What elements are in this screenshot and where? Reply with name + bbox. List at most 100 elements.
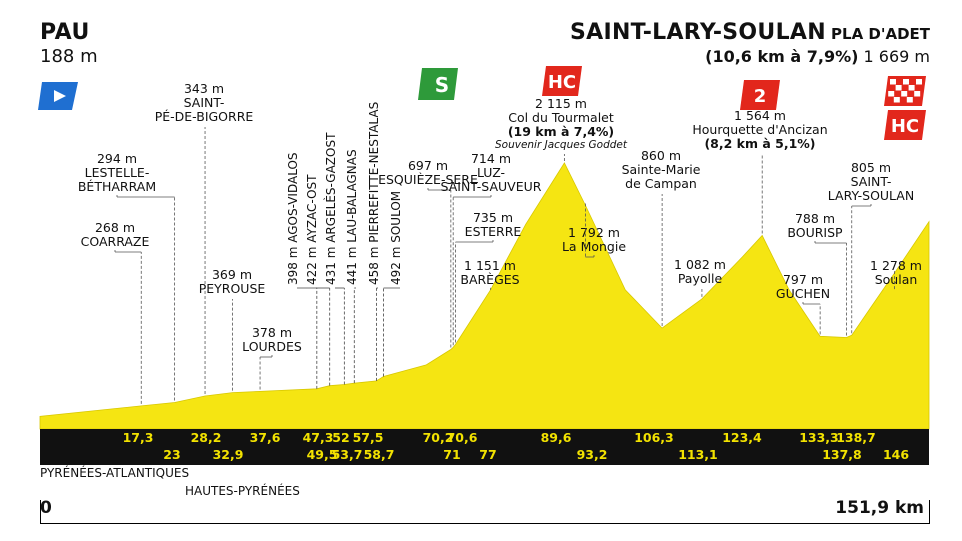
km-label: 70,2 (423, 430, 454, 445)
km-label: 52 (332, 430, 349, 445)
landmark-name: LOURDES (242, 339, 302, 354)
checker-square (895, 85, 902, 91)
landmark-label: 492 m SOULOM (389, 191, 403, 285)
km-label: 23 (163, 447, 180, 462)
finish-climb: (10,6 km à 7,9%) (705, 47, 859, 66)
checker-square (906, 97, 913, 103)
landmark-name: Sainte-Marie (622, 162, 701, 177)
landmark-altitude: 1 151 m (464, 258, 516, 273)
landmark-altitude: 797 m (783, 272, 823, 287)
climb-stats: (8,2 km à 5,1%) (704, 136, 815, 151)
start-altitude: 188 m (40, 46, 98, 67)
finish-block: SAINT-LARY-SOULAN PLA D'ADET (10,6 km à … (570, 20, 930, 66)
km-label: 137,8 (822, 447, 862, 462)
km-label: 113,1 (678, 447, 718, 462)
landmark-altitude: 294 m (97, 151, 137, 166)
km-label: 70,6 (447, 430, 478, 445)
landmark-name: BÉTHARRAM (78, 179, 156, 194)
landmark-name: GUCHEN (776, 286, 830, 301)
km-label: 58,7 (364, 447, 395, 462)
start-town: PAU (40, 20, 90, 45)
landmark-altitude: 1 082 m (674, 257, 726, 272)
km-label: 146 (883, 447, 909, 462)
finish-suffix: PLA D'ADET (831, 25, 930, 43)
km-label: 77 (479, 447, 496, 462)
km-label: 17,3 (123, 430, 154, 445)
sprint-badge-label: S (435, 73, 449, 97)
checker-square (916, 79, 922, 85)
landmark-name: SAINT-SAUVEUR (441, 179, 542, 194)
km-label: 71 (443, 447, 460, 462)
km-start: 0 (40, 498, 52, 518)
checker-square (901, 91, 908, 97)
landmark-name: ESQUIÈZE-SERE (378, 172, 478, 187)
landmark-name: Payolle (678, 271, 723, 286)
hc-badge-label: HC (548, 72, 576, 93)
km-label: 138,7 (836, 430, 876, 445)
landmark-label: 441 m LAU-BALAGNAS (345, 149, 359, 285)
start-arrow-icon (54, 90, 66, 102)
landmark-altitude: 343 m (184, 81, 224, 96)
km-label: 123,4 (722, 430, 762, 445)
finish-title: SAINT-LARY-SOULAN PLA D'ADET (570, 20, 930, 45)
landmark-altitude: 1 278 m (870, 258, 922, 273)
landmark-altitude: 2 115 m (535, 96, 587, 111)
finish-hc-badge-label: HC (891, 116, 919, 137)
landmark-name: COARRAZE (81, 234, 150, 249)
km-label: 106,3 (634, 430, 674, 445)
landmark-altitude: 369 m (212, 267, 252, 282)
landmark-name: de Campan (625, 176, 697, 191)
landmark-label: 458 m PIERREFITTE-NESTALAS (367, 102, 381, 285)
km-label: 32,9 (213, 447, 244, 462)
km-end: 151,9 km (835, 498, 924, 518)
landmark-name: PÉ-DE-BIGORRE (155, 109, 254, 124)
km-label: 49,5 (307, 447, 338, 462)
landmark-label: 398 m AGOS-VIDALOS (286, 152, 300, 285)
landmark-altitude: 697 m (408, 158, 448, 173)
landmark-altitude: 378 m (252, 325, 292, 340)
frame-tick-left (40, 500, 41, 523)
landmark-label: 431 m ARGELÈS-GAZOST (323, 132, 338, 285)
landmark-name: ESTERRE (465, 224, 522, 239)
region-label: HAUTES-PYRÉNÉES (185, 484, 300, 498)
landmark-label: 422 m AYZAC-OST (305, 174, 319, 285)
landmark-name: SAINT- (851, 174, 892, 189)
landmark-altitude: 1 564 m (734, 108, 786, 123)
checker-square (890, 79, 896, 85)
landmark-altitude: 805 m (851, 160, 891, 175)
km-label: 93,2 (577, 447, 608, 462)
baseline-rule (40, 523, 930, 524)
climb-stats: (19 km à 7,4%) (508, 124, 614, 139)
km-label: 47,3 (303, 430, 334, 445)
finish-subtitle: (10,6 km à 7,9%) 1 669 m (570, 47, 930, 66)
landmark-altitude: 268 m (95, 220, 135, 235)
landmark-altitude: 788 m (795, 211, 835, 226)
landmark-name: LESTELLE- (85, 165, 150, 180)
cat2-badge-label: 2 (754, 86, 767, 107)
landmark-name: BARÈGES (460, 272, 519, 287)
sprint-badge-icon (418, 68, 458, 100)
checker-square (903, 79, 909, 85)
landmark-name: BOURISP (787, 225, 843, 240)
landmark-name: SAINT- (184, 95, 225, 110)
landmark-name: La Mongie (562, 239, 626, 254)
hc-badge-icon (542, 66, 582, 96)
finish-hc-badge-icon (884, 110, 926, 140)
landmark-name: Hourquette d'Ancizan (692, 122, 827, 137)
climb-note: Souvenir Jacques Goddet (495, 139, 628, 151)
km-label: 28,2 (191, 430, 222, 445)
finish-altitude: 1 669 m (863, 47, 930, 66)
region-label: PYRÉNÉES-ATLANTIQUES (40, 466, 190, 480)
landmark-altitude: 1 792 m (568, 225, 620, 240)
frame-tick-right (929, 500, 930, 523)
checker-square (914, 91, 921, 97)
landmark-name: LARY-SOULAN (828, 188, 914, 203)
landmark-name: PEYROUSE (199, 281, 266, 296)
km-band (40, 429, 929, 465)
landmark-altitude: 860 m (641, 148, 681, 163)
checker-square (908, 85, 915, 91)
landmark-altitude: 735 m (473, 210, 513, 225)
landmark-name: Col du Tourmalet (508, 110, 614, 125)
km-label: 133,3 (799, 430, 839, 445)
